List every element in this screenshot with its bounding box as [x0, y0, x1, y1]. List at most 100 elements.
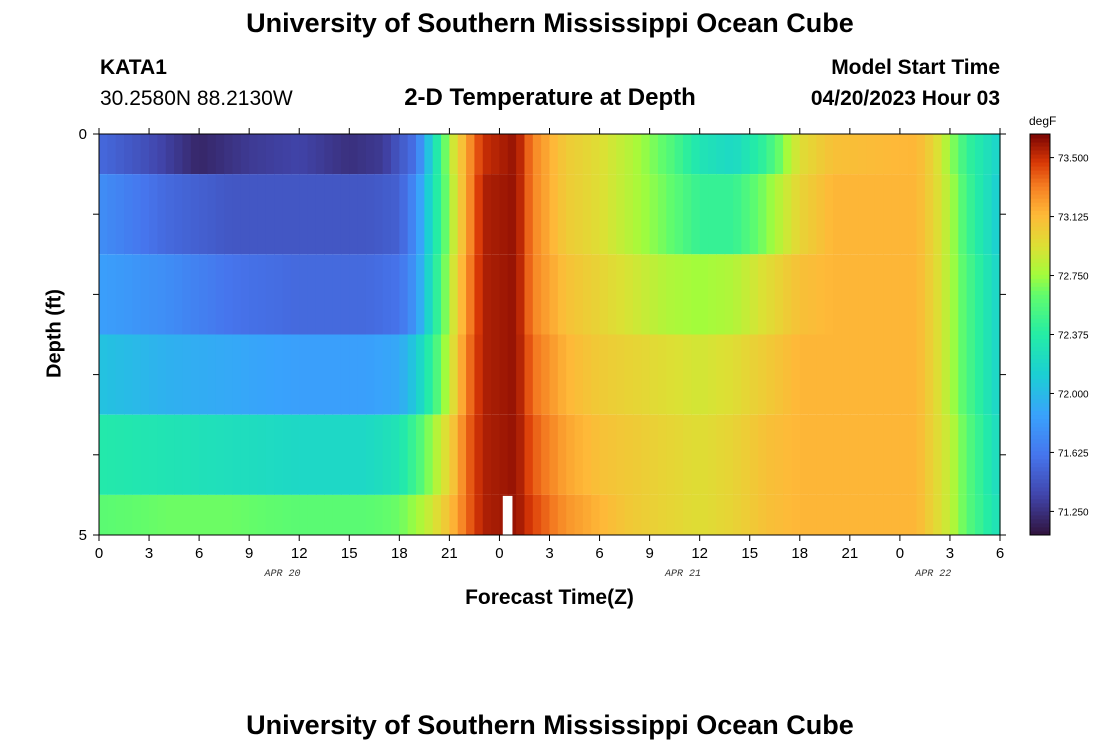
heatmap-cell	[724, 134, 734, 175]
heatmap-cell	[507, 254, 517, 335]
heatmap-cell	[574, 254, 584, 335]
heatmap-cell	[365, 334, 375, 415]
heatmap-cell	[190, 174, 200, 255]
heatmap-cell	[199, 134, 209, 175]
heatmap-cell	[966, 254, 976, 335]
heatmap-cell	[407, 254, 417, 335]
heatmap-cell	[215, 254, 225, 335]
heatmap-cell	[908, 494, 918, 535]
heatmap-cell	[149, 414, 158, 495]
heatmap-cell	[115, 174, 125, 255]
y-tick-label: 5	[79, 527, 87, 544]
heatmap-cell	[149, 334, 158, 415]
heatmap-cell	[482, 414, 492, 495]
heatmap-cell	[666, 334, 676, 415]
colorbar-segment	[1030, 282, 1050, 287]
heatmap-cell	[716, 334, 726, 415]
heatmap-cell	[532, 174, 542, 255]
heatmap-cell	[816, 134, 826, 175]
heatmap-cell	[199, 174, 209, 255]
heatmap-cell	[549, 134, 559, 175]
x-tick-label: 18	[791, 545, 808, 562]
heatmap-cell	[916, 414, 926, 495]
heatmap-cell	[374, 174, 384, 255]
heatmap-cell	[282, 174, 292, 255]
heatmap-cell	[958, 494, 968, 535]
station-name: KATA1	[100, 56, 167, 79]
heatmap-cell	[616, 414, 626, 495]
colorbar-segment	[1030, 410, 1050, 416]
heatmap-cell	[941, 334, 951, 415]
heatmap-cell	[866, 174, 876, 255]
heatmap-cell	[332, 414, 342, 495]
heatmap-cell	[716, 254, 726, 335]
colorbar-segment	[1030, 134, 1050, 139]
heatmap-cell	[165, 334, 175, 415]
heatmap-cell	[641, 334, 651, 415]
heatmap-cell	[349, 334, 359, 415]
heatmap-cell	[349, 174, 359, 255]
heatmap-cell	[349, 134, 359, 175]
heatmap-cell	[991, 254, 1001, 335]
heatmap-cell	[174, 494, 184, 535]
heatmap-cell	[674, 414, 684, 495]
heatmap-cell	[132, 334, 142, 415]
heatmap-cell	[833, 174, 843, 255]
heatmap-cell	[457, 174, 467, 255]
heatmap-cell	[382, 254, 392, 335]
heatmap-cell	[566, 334, 576, 415]
heatmap-cell	[265, 494, 275, 535]
heatmap-cell	[315, 254, 325, 335]
heatmap-cell	[599, 334, 609, 415]
heatmap-cell	[299, 334, 309, 415]
heatmap-cell	[841, 414, 851, 495]
heatmap-cell	[340, 414, 350, 495]
heatmap-cell	[741, 414, 751, 495]
heatmap-cell	[182, 134, 192, 175]
heatmap-cell	[299, 134, 309, 175]
heatmap-cell	[849, 494, 859, 535]
colorbar-segment	[1030, 246, 1050, 251]
heatmap-cell	[115, 254, 125, 335]
heatmap-cells	[99, 134, 1001, 535]
heatmap-cell	[858, 334, 868, 415]
heatmap-cell	[307, 334, 317, 415]
x-tick-label: 21	[841, 545, 858, 562]
heatmap-cell	[474, 494, 484, 535]
heatmap-cell	[290, 134, 300, 175]
heatmap-cell	[682, 174, 692, 255]
colorbar-segment	[1030, 262, 1050, 267]
heatmap-cell	[774, 254, 784, 335]
heatmap-cell	[299, 494, 309, 535]
page-title: University of Southern Mississippi Ocean…	[246, 8, 854, 38]
heatmap-cell	[157, 134, 167, 175]
heatmap-cell	[190, 334, 200, 415]
heatmap-cell	[491, 254, 501, 335]
heatmap-cell	[449, 414, 459, 495]
heatmap-cell	[374, 334, 384, 415]
heatmap-cell	[908, 174, 918, 255]
colorbar-tick-label: 72.375	[1058, 331, 1089, 342]
heatmap-cell	[816, 174, 826, 255]
heatmap-cell	[140, 414, 150, 495]
colorbar-tick-label: 72.000	[1058, 389, 1089, 400]
heatmap-cell	[357, 334, 367, 415]
colorbar-segment	[1030, 438, 1050, 444]
heatmap-cell	[441, 494, 450, 535]
heatmap-cell	[174, 254, 184, 335]
heatmap-cell	[115, 494, 125, 535]
heatmap-cell	[582, 334, 592, 415]
colorbar-segment	[1030, 514, 1050, 520]
heatmap-cell	[174, 334, 184, 415]
heatmap-cell	[474, 334, 484, 415]
heatmap-cell	[808, 414, 818, 495]
colorbar-segment	[1030, 486, 1050, 492]
heatmap-cell	[315, 494, 325, 535]
heatmap-cell	[365, 134, 375, 175]
heatmap-cell	[566, 174, 576, 255]
heatmap-cell	[199, 414, 209, 495]
heatmap-cell	[908, 254, 918, 335]
colorbar-segment	[1030, 170, 1050, 175]
heatmap-cell	[499, 174, 509, 255]
